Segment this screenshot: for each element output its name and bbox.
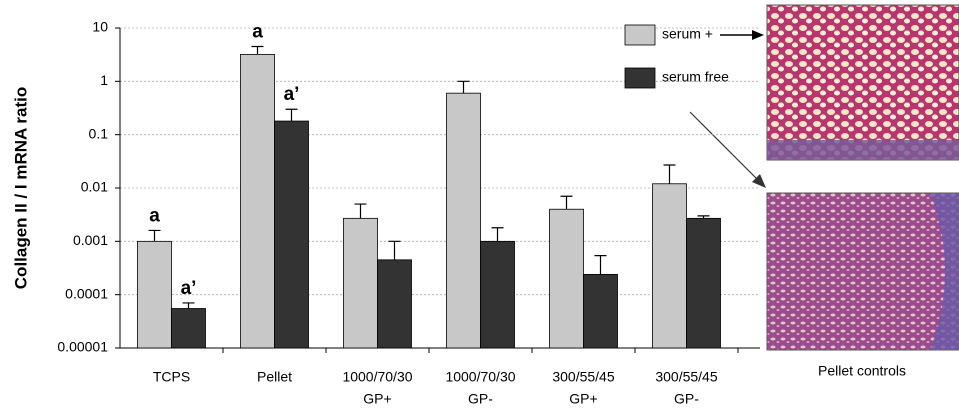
error-bar [560,195,573,210]
error-bar [697,215,710,219]
arrow [689,111,763,185]
image-caption: Pellet controls [818,363,906,379]
error-bar [491,227,504,242]
bar [583,273,618,349]
y-axis-label: Collagen II / I mRNA ratio [11,87,30,289]
x-tick-label: GP- [674,391,699,407]
error-bar [148,229,161,242]
histology-images [766,4,959,351]
x-tick-label: 1000/70/30 [342,369,412,385]
bar [137,240,172,349]
error-bar [457,80,470,94]
y-tick-label: 0.00001 [57,339,108,355]
error-bar [594,255,607,275]
error-bar [388,240,401,260]
bar [240,53,275,349]
bar [652,183,687,349]
annotation: a’ [181,278,197,299]
y-tick-label: 10 [92,19,108,35]
y-tick-label: 0.001 [73,232,108,248]
x-tick-label: GP+ [569,391,597,407]
arrowhead [752,174,766,188]
annotation: a’ [284,84,300,105]
x-tick-label: Pellet [257,369,292,385]
x-tick-label: TCPS [153,369,190,385]
bar [686,217,721,349]
x-tick-label: GP- [468,391,493,407]
y-tick-label: 0.0001 [65,285,108,301]
error-bar [354,203,367,219]
bar [549,208,584,349]
y-tick-label: 1 [100,72,108,88]
legend-swatch [624,24,656,46]
image-edge [767,140,959,160]
legend-label: serum free [662,69,729,85]
image-serum-plus [766,4,959,161]
error-bar [182,302,195,309]
y-tick-label: 0.01 [81,179,108,195]
y-tick-label: 0.1 [89,125,109,141]
annotation: a [149,205,160,226]
x-tick-label: 300/55/45 [655,369,717,385]
image-serum-free [766,192,959,351]
image-edge [930,193,959,350]
bar [480,240,515,349]
arrowhead [752,30,764,40]
annotation: a [252,22,263,43]
bar [377,259,412,349]
bar [171,308,206,349]
error-bar [663,164,676,184]
x-tick-label: 300/55/45 [552,369,614,385]
error-bar [285,108,298,122]
error-bar [251,45,264,55]
x-tick-label: GP+ [363,391,391,407]
legend-swatch [624,67,656,89]
bar [343,217,378,349]
bar [274,120,309,349]
bar [446,92,481,349]
x-tick-label: 1000/70/30 [445,369,515,385]
legend-label: serum + [662,26,713,42]
